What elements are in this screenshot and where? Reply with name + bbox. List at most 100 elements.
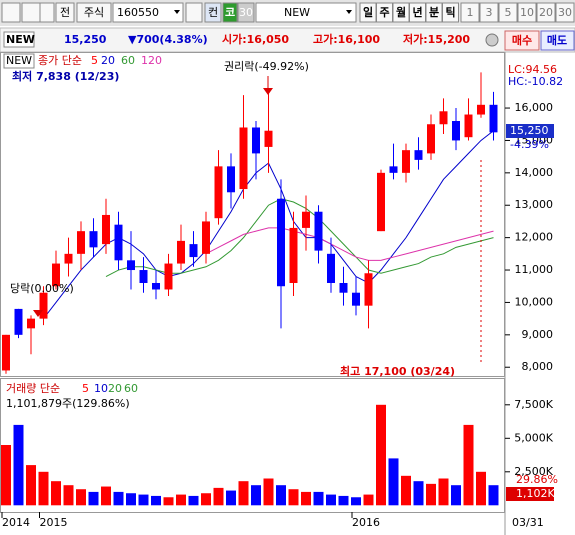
volume-bar — [101, 486, 111, 506]
candle-body — [402, 150, 410, 173]
market[interactable]: 전 — [60, 6, 70, 19]
unit-button[interactable] — [536, 2, 556, 23]
quote-name: NEW — [6, 33, 35, 46]
candle-body — [314, 211, 323, 251]
unit-button[interactable] — [460, 2, 480, 23]
legend-period: 20 — [101, 54, 115, 67]
unit[interactable]: 10 — [520, 6, 534, 19]
volume-bar — [238, 481, 249, 506]
unit[interactable]: 3 — [486, 6, 493, 19]
count-button[interactable] — [237, 2, 255, 23]
price-panel — [0, 52, 505, 377]
unit-button[interactable] — [517, 2, 537, 23]
volume-last: 1,102K — [516, 487, 555, 500]
period-button[interactable] — [442, 2, 459, 23]
unit-button[interactable] — [498, 2, 518, 23]
candle-body — [114, 224, 123, 261]
period[interactable]: 일 — [363, 5, 373, 19]
volume-bar — [476, 471, 486, 506]
period[interactable]: 분 — [429, 6, 439, 19]
candle-body — [327, 253, 335, 283]
buy-button[interactable] — [504, 30, 540, 51]
volume-bar — [363, 494, 374, 506]
settings-icon[interactable] — [485, 33, 499, 47]
nav-button[interactable] — [1, 2, 21, 23]
candle-body — [252, 127, 260, 154]
volume-legend-period: 20 — [108, 382, 122, 395]
volume-last-box — [506, 487, 554, 501]
last-change: -4.39% — [510, 138, 549, 151]
candle-body — [214, 166, 223, 219]
candle-body — [352, 292, 360, 306]
candle-body — [414, 150, 423, 160]
candle-body — [39, 292, 48, 319]
y-tick-label: 8,000 — [522, 360, 554, 373]
candle-body — [452, 121, 460, 141]
x-tick-label: 2016 — [352, 516, 380, 529]
candle-body — [64, 253, 73, 264]
candle-body — [202, 221, 210, 254]
period[interactable]: 틱 — [445, 5, 455, 19]
period[interactable]: 월 — [396, 5, 406, 19]
date-label: 03/31 — [512, 516, 544, 529]
icon-code-button[interactable] — [222, 2, 238, 23]
volume-bar — [276, 485, 286, 506]
unit-button[interactable] — [555, 2, 575, 23]
candle-body — [439, 111, 448, 125]
dropdown-arrow — [174, 10, 180, 14]
volume-bar — [163, 497, 174, 506]
volume-bar — [88, 491, 99, 506]
volume-legend: 거래량 단순 — [6, 382, 60, 395]
volume-bar — [301, 491, 311, 506]
icon-link-button[interactable] — [204, 2, 222, 23]
nav-button[interactable] — [21, 2, 41, 23]
volume-bar — [151, 495, 161, 506]
sell-button[interactable] — [540, 30, 575, 51]
volume-bar — [451, 485, 461, 506]
icon-link[interactable]: 컨 — [208, 6, 218, 19]
search-button[interactable] — [185, 2, 203, 23]
icon-code[interactable]: 코 — [225, 6, 235, 19]
volume-legend-period: 10 — [94, 382, 108, 395]
volume-bar — [226, 490, 236, 506]
volume-bar — [76, 489, 86, 506]
period[interactable]: 주 — [379, 6, 389, 19]
nav-button[interactable] — [39, 2, 55, 23]
count[interactable]: 30 — [239, 6, 253, 19]
name-box[interactable] — [255, 2, 357, 23]
code-input[interactable] — [112, 2, 184, 23]
volume-bar — [463, 424, 474, 506]
unit[interactable]: 1 — [467, 6, 474, 19]
candle-body — [27, 318, 35, 329]
stock-type[interactable]: 주식 — [84, 6, 104, 19]
candle-body — [139, 270, 148, 283]
quote-bg — [0, 27, 575, 53]
volume-bar — [13, 424, 24, 506]
stock-name[interactable]: NEW — [284, 6, 310, 19]
candle-body — [177, 240, 185, 264]
period[interactable]: 년 — [412, 5, 422, 19]
candle-body — [164, 263, 173, 290]
market-button[interactable] — [55, 2, 75, 23]
volume-bar — [326, 494, 336, 506]
volume-legend-period: 5 — [82, 382, 89, 395]
volume-bar — [188, 495, 199, 506]
y-tick-label: 11,000 — [515, 263, 554, 276]
buy[interactable]: 매수 — [512, 33, 532, 47]
stock-code[interactable]: 160550 — [117, 6, 159, 19]
unit[interactable]: 30 — [558, 6, 572, 19]
legend-period: 5 — [91, 54, 98, 67]
quote-high: 고가:16,100 — [313, 32, 380, 46]
unit-button[interactable] — [479, 2, 499, 23]
unit[interactable]: 5 — [505, 6, 512, 19]
x-tick-label: 2014 — [2, 516, 30, 529]
volume-bar — [263, 478, 274, 506]
sell[interactable]: 매도 — [547, 33, 567, 47]
volume-bar — [126, 493, 136, 506]
volume-bar — [438, 478, 449, 506]
stock-type-button[interactable] — [76, 2, 112, 23]
volume-bar — [1, 445, 11, 506]
unit[interactable]: 20 — [539, 6, 553, 19]
candle-body — [52, 263, 60, 287]
